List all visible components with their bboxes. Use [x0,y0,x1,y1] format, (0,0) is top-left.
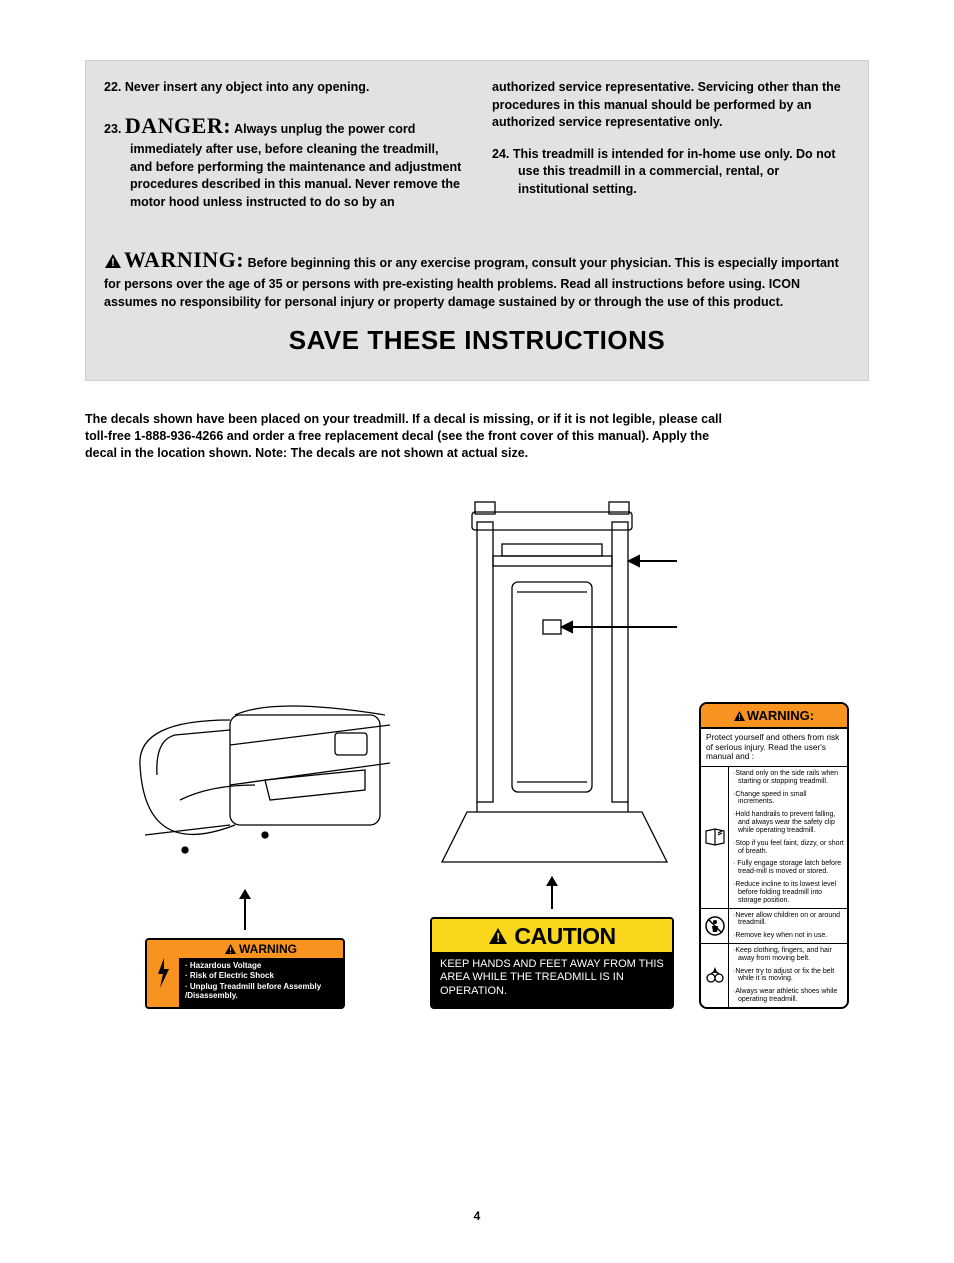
caution-header: ! CAUTION [432,919,672,952]
no-children-icon [701,909,729,943]
big-warning-intro: Protect yourself and others from risk of… [701,729,847,767]
caution-body: KEEP HANDS AND FEET AWAY FROM THIS AREA … [432,952,672,1007]
warning-voltage-line: · Hazardous Voltage [185,961,339,971]
instruction-item-22: 22. Never insert any object into any ope… [104,79,462,97]
big-warning-items-3: ·Keep clothing, fingers, and hair away f… [729,944,847,1007]
warning-voltage-right: ! WARNING · Hazardous Voltage · Risk of … [179,940,343,1007]
big-warning-items-1: ·Stand only on the side rails when start… [729,767,847,908]
instruction-item-23: 23. DANGER: Always unplug the power cord… [104,111,462,212]
instruction-item-24: 24. This treadmill is intended for in-ho… [492,146,850,199]
diagrams-row: ! WARNING · Hazardous Voltage · Risk of … [85,492,869,1009]
decal-intro-text: The decals shown have been placed on you… [85,411,725,462]
danger-word: DANGER: [125,113,231,138]
big-warning-item: ·Reduce incline to its lowest level befo… [733,881,844,904]
caution-label: ! CAUTION KEEP HANDS AND FEET AWAY FROM … [430,917,674,1009]
big-warning-items-2: ·Never allow children on or around tread… [729,909,847,943]
big-warning-label: ! WARNING: Protect yourself and others f… [699,702,849,1009]
big-warning-item: ·Stop if you feel faint, dizzy, or short… [733,840,844,856]
warning-voltage-header: ! WARNING [179,940,343,958]
manual-page: 22. Never insert any object into any ope… [0,0,954,1263]
motor-diagram [85,685,405,890]
warning-voltage-body: · Hazardous Voltage · Risk of Electric S… [179,958,343,1007]
warning-word: WARNING: [124,247,244,272]
big-warning-column: ! WARNING: Protect yourself and others f… [699,702,849,1009]
arrow-up-icon [551,877,553,909]
big-warning-row-2: ·Never allow children on or around tread… [701,909,847,944]
left-column: 22. Never insert any object into any ope… [104,79,462,225]
warning-voltage-header-text: WARNING [239,942,297,956]
caution-header-text: CAUTION [514,923,615,950]
lightning-icon [154,956,172,990]
big-warning-item: ·Change speed in small increments. [733,791,844,807]
pinch-hazard-icon [701,944,729,1007]
warning-triangle-icon: ! [488,927,508,945]
manual-icon [701,767,729,908]
warning-triangle-icon: ! [734,711,745,721]
svg-text:!: ! [111,257,115,269]
item-text: This treadmill is intended for in-home u… [513,147,836,196]
svg-text:!: ! [229,946,232,954]
svg-text:!: ! [496,930,500,945]
big-warning-item: ·Keep clothing, fingers, and hair away f… [733,947,844,963]
item-number: 23. [104,122,121,136]
instructions-columns: 22. Never insert any object into any ope… [104,79,850,225]
big-warning-header: ! WARNING: [701,704,847,729]
warning-paragraph: ! WARNING: Before beginning this or any … [104,245,850,311]
lightning-icon-box [147,940,179,1007]
warning-triangle-icon: ! [104,253,122,275]
instructions-gray-box: 22. Never insert any object into any ope… [85,60,869,381]
warning-voltage-label: ! WARNING · Hazardous Voltage · Risk of … [145,938,345,1009]
big-warning-item: ·Remove key when not in use. [733,932,844,940]
item-number: 24. [492,147,509,161]
treadmill-diagram [417,492,687,877]
warning-triangle-icon: ! [225,944,236,954]
big-warning-item: ·Hold handrails to prevent falling, and … [733,811,844,834]
big-warning-item: ·Stand only on the side rails when start… [733,770,844,786]
motor-diagram-column: ! WARNING · Hazardous Voltage · Risk of … [85,685,405,1009]
big-warning-item: ·Always wear athletic shoes while operat… [733,988,844,1004]
warning-voltage-line: · Risk of Electric Shock [185,971,339,981]
treadmill-diagram-column: ! CAUTION KEEP HANDS AND FEET AWAY FROM … [417,492,687,1009]
save-instructions-title: SAVE THESE INSTRUCTIONS [104,325,850,356]
big-warning-row-3: ·Keep clothing, fingers, and hair away f… [701,944,847,1007]
big-warning-item: · Fully engage storage latch before trea… [733,860,844,876]
big-warning-item: ·Never try to adjust or fix the belt whi… [733,968,844,984]
big-warning-header-text: WARNING: [747,708,814,723]
item-text: authorized service representative. Servi… [492,80,841,129]
big-warning-item: ·Never allow children on or around tread… [733,912,844,928]
item-number: 22. [104,80,121,94]
svg-text:!: ! [738,713,741,721]
page-number: 4 [85,1209,869,1223]
warning-voltage-line: · Unplug Treadmill before Assembly /Disa… [185,982,339,1001]
instruction-item-23-continuation: authorized service representative. Servi… [492,79,850,132]
right-column: authorized service representative. Servi… [492,79,850,225]
arrow-up-icon [244,890,246,930]
item-text: Never insert any object into any opening… [125,80,370,94]
big-warning-row-1: ·Stand only on the side rails when start… [701,767,847,909]
